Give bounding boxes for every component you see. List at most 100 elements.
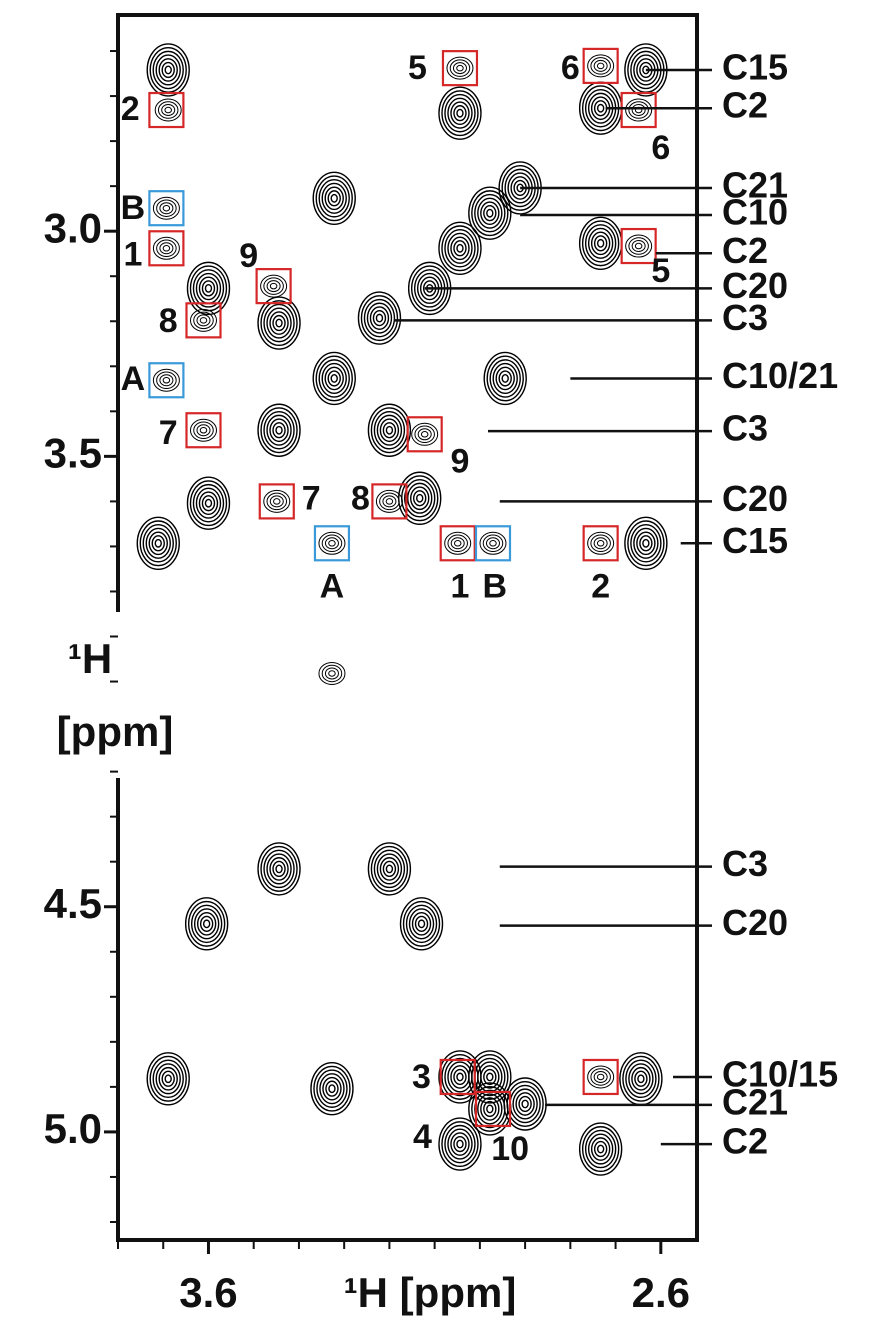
contour-ring — [446, 56, 474, 80]
contour-ring — [404, 478, 436, 518]
peak-label: 1 — [123, 235, 142, 273]
contour-ring — [275, 425, 283, 435]
contour-ring — [201, 280, 216, 297]
contour-ring — [370, 845, 409, 892]
contour-ring — [631, 1066, 651, 1091]
contour-ring — [196, 424, 211, 437]
contour-ring — [593, 1140, 608, 1158]
contour-ring — [453, 105, 467, 122]
contour-ring — [195, 487, 222, 519]
contour-ring — [444, 1057, 476, 1097]
contour-ring — [385, 498, 394, 505]
highlight-box — [313, 525, 351, 562]
highlight-box — [258, 483, 295, 520]
contour-ring — [273, 498, 281, 505]
contour-ring — [263, 410, 295, 450]
contour-ring — [587, 531, 615, 555]
contour-ring — [266, 492, 288, 511]
contour-ring — [196, 314, 211, 327]
contour-ring — [193, 421, 214, 439]
peak — [184, 897, 229, 951]
contour-ring — [474, 193, 506, 233]
contour-ring — [325, 1080, 339, 1097]
contour-ring — [593, 537, 608, 550]
contour-ring — [501, 374, 509, 383]
contour-ring — [416, 493, 424, 503]
contour-ring — [324, 667, 339, 680]
contour-ring — [192, 269, 225, 308]
contour-ring — [624, 516, 668, 570]
contour-ring — [257, 296, 301, 350]
contour-ring — [330, 193, 338, 203]
contour-ring — [319, 1073, 345, 1105]
contour-ring — [360, 295, 399, 342]
contour-ring — [145, 527, 171, 559]
contour-ring — [164, 1074, 172, 1084]
contour-ring — [322, 1076, 342, 1101]
contour-ring — [156, 199, 177, 217]
contour-ring — [186, 476, 231, 530]
contour-ring — [198, 491, 219, 516]
contour-ring — [590, 57, 611, 75]
peak — [483, 351, 527, 406]
peak — [263, 489, 291, 513]
plot-frame — [116, 13, 699, 1242]
peak — [189, 418, 217, 442]
assignment-label: C3 — [722, 843, 768, 884]
peak — [444, 531, 472, 555]
contour-ring — [152, 236, 180, 260]
contour-ring — [142, 524, 174, 563]
peak — [619, 1052, 663, 1106]
contour-ring — [189, 480, 228, 527]
contour-ring — [269, 495, 284, 508]
peak — [152, 236, 180, 260]
contour-ring — [318, 359, 350, 398]
contour-ring — [593, 100, 608, 117]
contour-ring — [321, 182, 347, 214]
contour-ring — [521, 1099, 529, 1109]
peak-label: B — [483, 567, 508, 605]
contour-ring — [411, 422, 439, 446]
contour-ring — [375, 489, 403, 513]
contour-ring — [260, 407, 298, 454]
peak — [154, 98, 182, 122]
contour-ring — [310, 1061, 354, 1116]
assignment-label: C10 — [722, 191, 788, 232]
contour-ring — [136, 516, 180, 570]
contour-ring — [260, 300, 298, 347]
highlight-box — [582, 47, 619, 84]
highlight-box — [148, 190, 185, 227]
contour-ring — [633, 527, 659, 559]
contour-ring — [266, 853, 292, 885]
peak — [136, 516, 180, 570]
contour-ring — [407, 482, 433, 514]
contour-ring — [456, 1072, 464, 1082]
contour-ring — [477, 1093, 503, 1125]
contour-ring — [590, 1137, 611, 1161]
peak — [468, 186, 512, 240]
contour-ring — [202, 919, 211, 929]
contour-ring — [456, 64, 464, 72]
contour-ring — [471, 190, 509, 237]
contour-ring — [385, 425, 394, 435]
contour-ring — [204, 498, 213, 508]
contour-ring — [318, 179, 350, 218]
highlight-box — [439, 1058, 476, 1096]
highlight-box — [439, 525, 476, 562]
highlight-box — [148, 230, 185, 267]
highlight-box — [474, 1090, 512, 1128]
contour-ring — [471, 1053, 509, 1100]
contour-ring — [483, 1068, 497, 1086]
contour-ring — [328, 670, 336, 677]
contour-ring — [146, 43, 190, 97]
contour-ring — [642, 538, 650, 548]
peak-label: 2 — [591, 567, 610, 605]
contour-ring — [187, 900, 226, 947]
highlight-box — [406, 416, 443, 453]
contour-ring — [637, 1074, 645, 1084]
contour-ring — [468, 186, 512, 240]
contour-ring — [189, 308, 217, 332]
contour-ring — [379, 492, 400, 511]
peak-label: 5 — [408, 49, 427, 87]
contour-ring — [402, 900, 441, 947]
